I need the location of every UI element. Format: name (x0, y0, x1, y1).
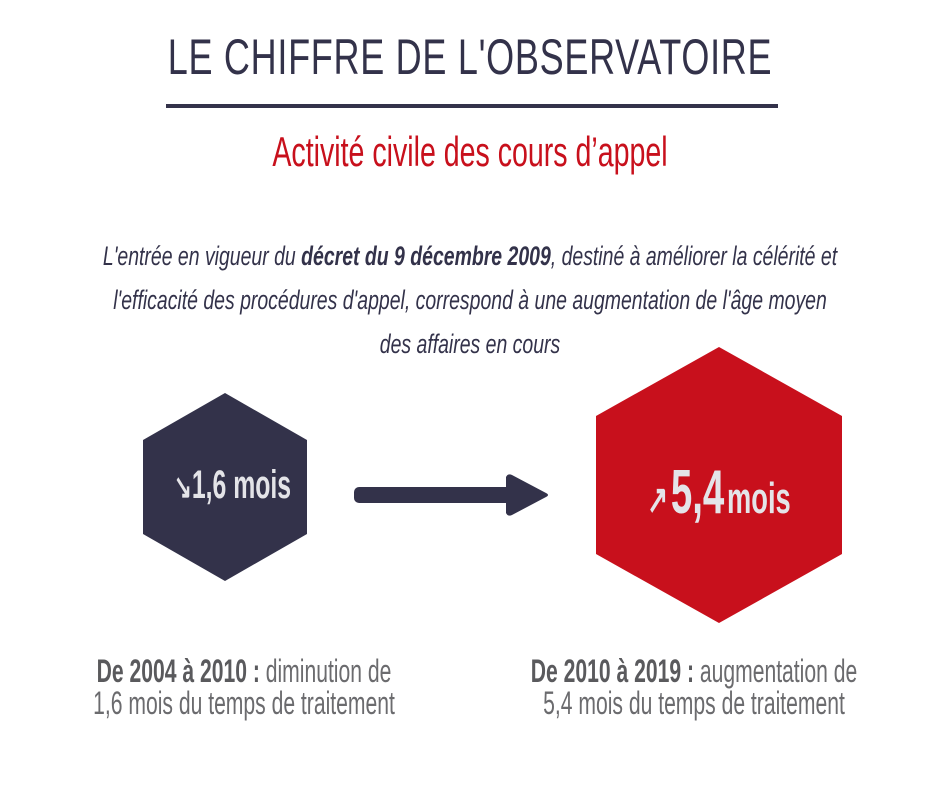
caption-text: augmentation de (694, 653, 858, 689)
intro-text: des affaires en cours (379, 329, 561, 359)
caption-text: 1,6 mois du temps de traitement (93, 685, 395, 721)
caption-text: diminution de (259, 653, 392, 689)
intro-text: l'efficacité des procédures d'appel, cor… (113, 285, 827, 315)
arrow-down-right-icon: ↘ (174, 468, 192, 506)
title-divider (166, 104, 778, 108)
caption-period: De 2010 à 2019 : (530, 653, 694, 689)
caption-period: De 2004 à 2010 : (96, 653, 260, 689)
caption-2010-2019: De 2010 à 2019 : augmentation de 5,4 moi… (496, 655, 892, 719)
caption-2004-2010: De 2004 à 2010 : diminution de 1,6 mois … (46, 655, 442, 719)
intro-paragraph: L'entrée en vigueur du décret du 9 décem… (38, 234, 902, 366)
intro-decree-highlight: décret du 9 décembre 2009 (301, 241, 551, 271)
intro-text: L'entrée en vigueur du (102, 241, 302, 271)
arrow-up-right-icon: ↗ (647, 478, 669, 522)
intro-text: , destiné à améliorer la célérité et (550, 241, 838, 271)
stat-unit: mois (233, 463, 292, 507)
stat-hexagon-increase: ↗ 5,4 mois (596, 347, 842, 623)
stat-value: 5,4 (670, 458, 725, 527)
stat-value: 1,6 (191, 463, 227, 507)
arrow-right-icon (354, 474, 548, 516)
hexagon-shape (143, 393, 307, 581)
stat-value-label: ↗ 5,4 mois (643, 457, 796, 528)
page-subtitle: Activité civile des cours d’appel (272, 128, 668, 175)
hexagon-shape (596, 347, 842, 623)
page-title: LE CHIFFRE DE L'OBSERVATOIRE (167, 29, 773, 85)
stat-hexagon-decrease: ↘1,6 mois (143, 393, 307, 581)
caption-text: 5,4 mois du temps de traitement (543, 685, 845, 721)
stat-unit: mois (727, 474, 791, 523)
stat-value-label: ↘1,6 mois (174, 463, 291, 508)
